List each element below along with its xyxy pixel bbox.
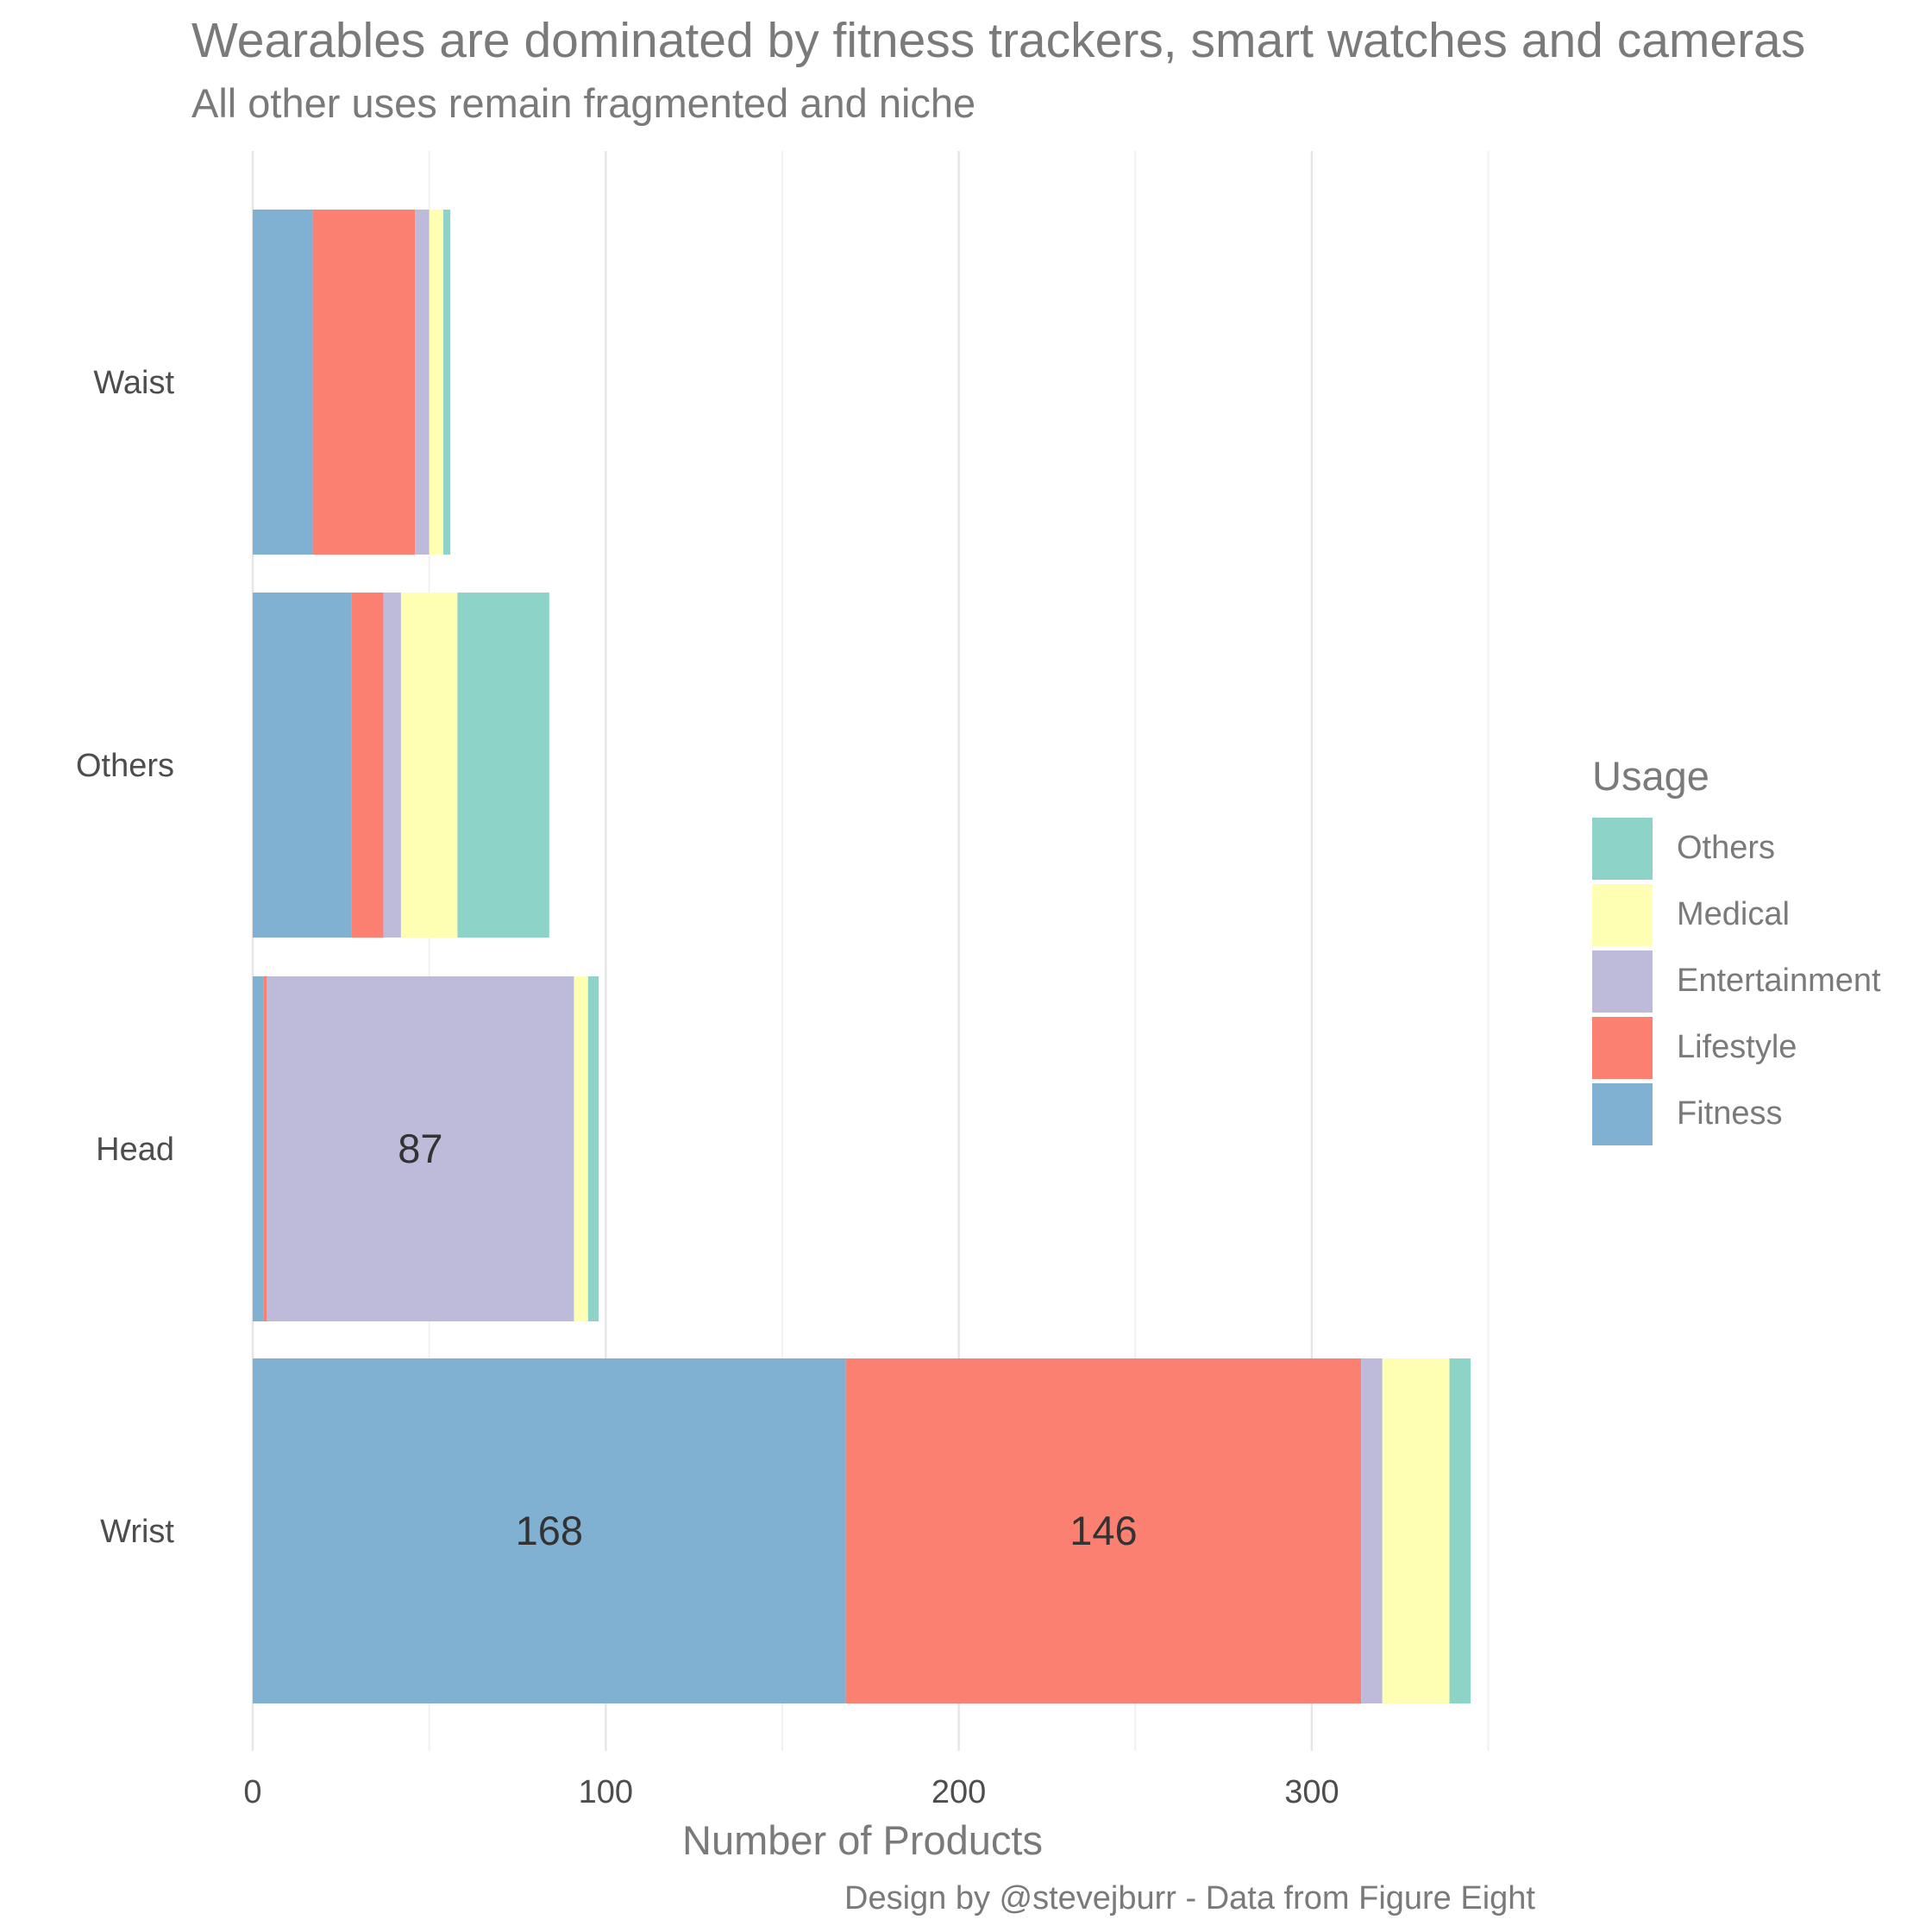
legend-label: Others bbox=[1677, 830, 1776, 866]
bar-others-fitness bbox=[253, 593, 352, 938]
bar-head-others bbox=[587, 976, 599, 1321]
bar-head-entertainment bbox=[267, 976, 574, 1321]
legend-item-others: Others bbox=[1592, 815, 1881, 881]
legend-item-medical: Medical bbox=[1592, 881, 1881, 948]
bar-waist-lifestyle bbox=[312, 210, 416, 555]
chart-subtitle: All other uses remain fragmented and nic… bbox=[191, 80, 976, 126]
legend-swatch bbox=[1592, 1082, 1653, 1145]
bar-waist-fitness bbox=[253, 210, 313, 555]
chart-title: Wearables are dominated by fitness track… bbox=[191, 13, 1806, 68]
bar-wrist-lifestyle bbox=[845, 1358, 1362, 1703]
bar-others-entertainment bbox=[383, 593, 401, 938]
legend-item-entertainment: Entertainment bbox=[1592, 948, 1881, 1014]
bar-waist-others bbox=[443, 210, 451, 555]
legend-items: Others Medical Entertainment Lifestyle Fitne… bbox=[1592, 815, 1881, 1147]
legend-swatch bbox=[1592, 883, 1653, 946]
x-tick-label: 100 bbox=[579, 1774, 633, 1810]
legend-item-fitness: Fitness bbox=[1592, 1081, 1881, 1147]
bar-wrist-fitness bbox=[253, 1358, 846, 1703]
data-label-wrist-lifestyle: 146 bbox=[1070, 1508, 1137, 1553]
y-tick-label-wrist: Wrist bbox=[100, 1514, 174, 1550]
legend-label: Lifestyle bbox=[1677, 1029, 1797, 1065]
bar-others-others bbox=[457, 593, 549, 938]
legend-label: Entertainment bbox=[1677, 963, 1881, 999]
y-tick-label-waist: Waist bbox=[93, 365, 174, 401]
y-tick-label-others: Others bbox=[76, 748, 174, 784]
legend-label: Medical bbox=[1677, 896, 1790, 932]
data-label-wrist-fitness: 168 bbox=[516, 1508, 583, 1553]
x-tick-label: 0 bbox=[243, 1774, 261, 1810]
legend-swatch bbox=[1592, 950, 1653, 1013]
bar-head-lifestyle bbox=[263, 976, 267, 1321]
data-labels: 168 146 87 bbox=[398, 1126, 1137, 1553]
x-axis-title: Number of Products bbox=[682, 1817, 1043, 1863]
x-tick-label: 200 bbox=[932, 1774, 986, 1810]
bar-wrist-entertainment bbox=[1361, 1358, 1383, 1703]
legend-title: Usage bbox=[1592, 753, 1709, 799]
legend-swatch bbox=[1592, 1016, 1653, 1079]
legend: Usage Others Medical Entertainment Lifestyl… bbox=[1592, 752, 1881, 1147]
legend-swatch bbox=[1592, 817, 1653, 880]
legend-item-lifestyle: Lifestyle bbox=[1592, 1014, 1881, 1081]
x-tick-label: 300 bbox=[1284, 1774, 1339, 1810]
y-tick-label-head: Head bbox=[96, 1132, 174, 1168]
data-label-head-entertainment: 87 bbox=[398, 1126, 442, 1171]
y-axis-tick-labels: Wrist Head Others Waist bbox=[76, 365, 174, 1550]
bar-wrist-medical bbox=[1382, 1358, 1450, 1703]
bar-wrist-others bbox=[1449, 1358, 1471, 1703]
bar-stack bbox=[253, 210, 1471, 1703]
bar-waist-entertainment bbox=[415, 210, 430, 555]
caption: Design by @stevejburr - Data from Figure… bbox=[844, 1880, 1535, 1916]
bar-head-fitness bbox=[253, 976, 264, 1321]
legend-label: Fitness bbox=[1677, 1095, 1783, 1132]
bar-waist-medical bbox=[429, 210, 444, 555]
bar-head-medical bbox=[574, 976, 588, 1321]
bar-others-medical bbox=[400, 593, 458, 938]
bar-others-lifestyle bbox=[351, 593, 384, 938]
x-axis-tick-labels: 0 100 200 300 bbox=[243, 1774, 1339, 1810]
